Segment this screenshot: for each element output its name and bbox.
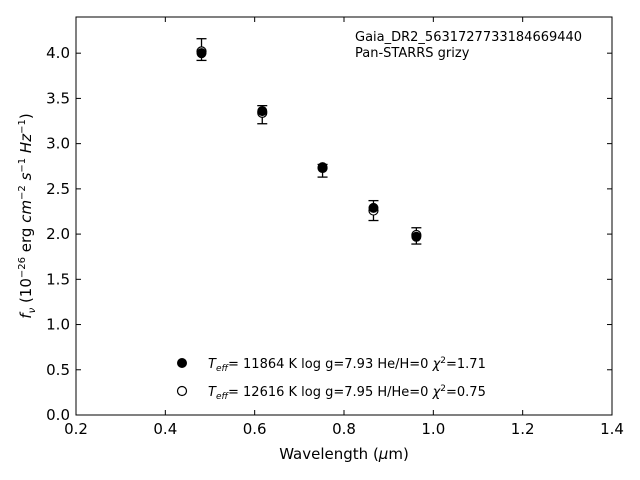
point-filled-model [196,48,207,59]
legend-marker-filled [177,358,187,368]
y-tick-label: 4.0 [46,44,70,62]
annotation-object-id: Gaia_DR2_5631727733184669440 [355,30,582,45]
y-tick-label: 1.0 [46,316,70,334]
y-tick-label: 3.5 [46,89,70,107]
x-tick-label: 0.2 [64,420,88,438]
x-axis-label: Wavelength (μm) [279,445,409,463]
y-tick-label: 2.0 [46,225,70,243]
legend-marker-open [176,385,188,397]
plot-frame [75,16,613,416]
y-tick-label: 1.5 [46,270,70,288]
point-filled-model [257,106,268,117]
y-tick-label: 3.0 [46,135,70,153]
y-tick-label: 0.5 [46,361,70,379]
data-marks [196,38,422,245]
y-tick-label: 0.0 [46,406,70,424]
x-tick-label: 1.4 [600,420,624,438]
x-tick-label: 0.6 [243,420,267,438]
legend-label-filled: Teff= 11864 K log g=7.93 He/H=0 χ2=1.71 [208,356,486,374]
legend: Teff= 11864 K log g=7.93 He/H=0 χ2=1.71 … [176,356,486,402]
y-tick-label: 2.5 [46,180,70,198]
axis-ticks: 0.2 0.4 0.6 0.8 1.0 1.2 1.4 0.0 0.5 1.0 1.5 2.0 2.5 3… [46,17,624,438]
point-filled-model [411,231,422,242]
x-tick-label: 0.4 [153,420,177,438]
x-tick-label: 0.8 [332,420,356,438]
x-tick-label: 1.0 [421,420,445,438]
annotation-survey: Pan-STARRS grizy [355,46,470,61]
y-axis-label: fν (10−26 erg cm−2 s−1 Hz−1) [17,113,38,318]
point-filled-model [317,162,328,173]
point-filled-model [368,202,379,213]
legend-label-open: Teff= 12616 K log g=7.95 H/He=0 χ2=0.75 [208,384,486,402]
x-tick-label: 1.2 [511,420,535,438]
